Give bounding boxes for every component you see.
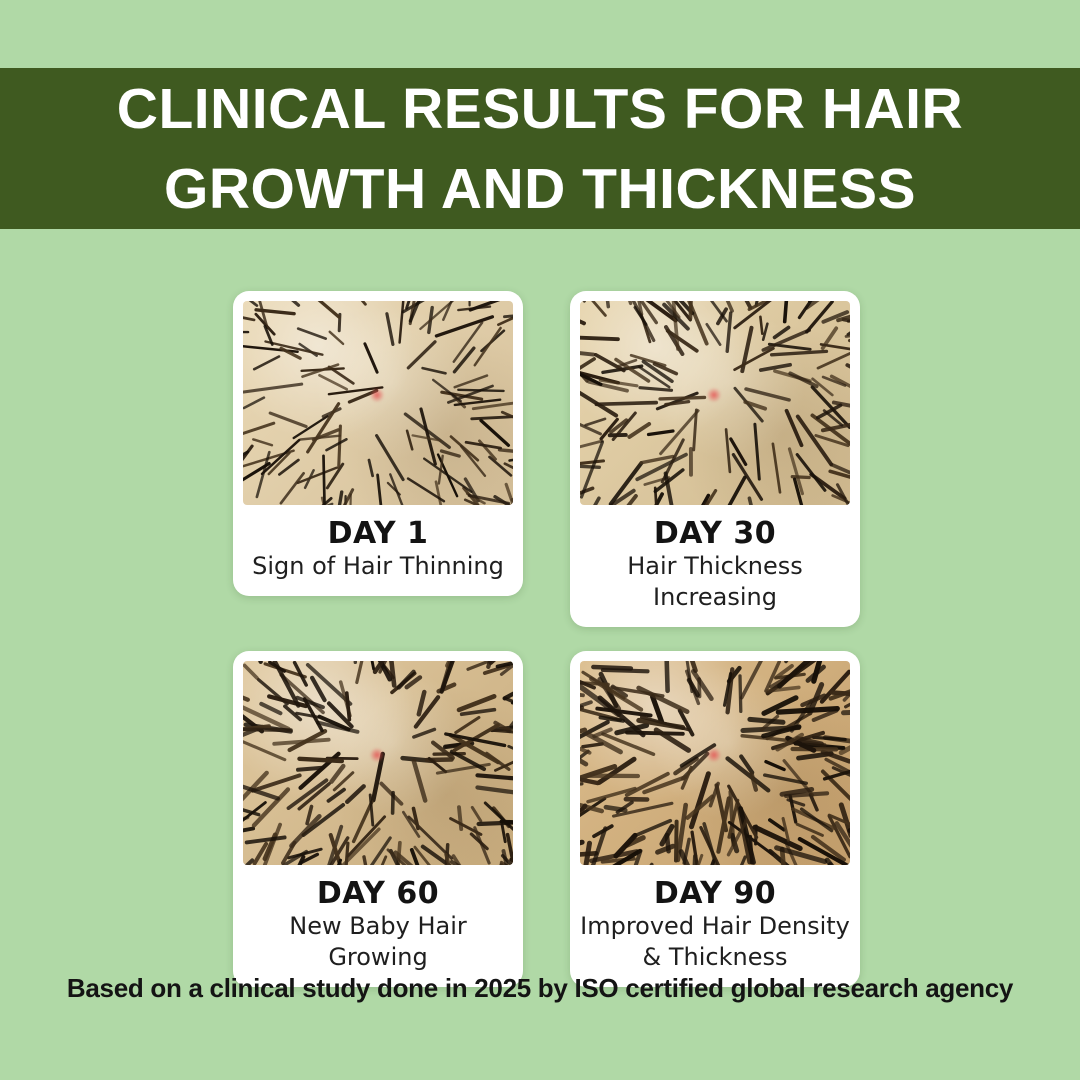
- result-card-day-90: DAY 90 Improved Hair Density & Thickness: [570, 651, 860, 987]
- day-label: DAY 60: [316, 876, 440, 911]
- day-caption: Sign of Hair Thinning: [252, 552, 504, 580]
- day-label: DAY 30: [653, 516, 777, 551]
- day-caption: Improved Hair Density: [580, 912, 850, 940]
- day-caption: New Baby Hair Growing: [289, 912, 467, 971]
- study-disclaimer: Based on a clinical study done in 2025 b…: [66, 973, 1014, 1003]
- header-banner: CLINICAL RESULTS FOR HAIR GROWTH AND THI…: [0, 68, 1080, 229]
- scalp-photo-day-90: [580, 661, 850, 865]
- scalp-marker-dot: [706, 386, 721, 403]
- day-label: DAY 1: [327, 516, 429, 551]
- day-caption: Hair Thickness Increasing: [627, 552, 803, 611]
- title-line-1: CLINICAL RESULTS FOR HAIR: [116, 76, 964, 141]
- title-line-2: GROWTH AND THICKNESS: [163, 156, 917, 221]
- scalp-marker-dot: [369, 386, 384, 403]
- result-card-day-30: DAY 30 Hair Thickness Increasing: [570, 291, 860, 627]
- day-label: DAY 90: [653, 876, 777, 911]
- scalp-photo-day-30: [580, 301, 850, 505]
- results-grid: DAY 1 Sign of Hair Thinning DAY 30 Hair …: [233, 291, 860, 987]
- scalp-marker-dot: [706, 746, 721, 763]
- day-caption-line-2: & Thickness: [642, 943, 788, 971]
- scalp-marker-dot: [369, 746, 384, 763]
- result-card-day-1: DAY 1 Sign of Hair Thinning: [233, 291, 523, 596]
- scalp-photo-day-1: [243, 301, 513, 505]
- scalp-photo-day-60: [243, 661, 513, 865]
- result-card-day-60: DAY 60 New Baby Hair Growing: [233, 651, 523, 987]
